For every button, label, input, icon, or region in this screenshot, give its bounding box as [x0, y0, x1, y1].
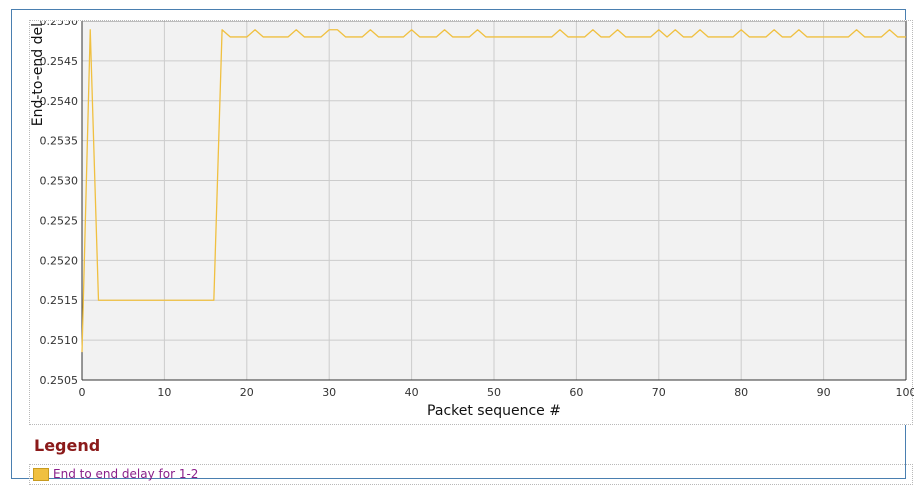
y-tick-label: 0.2545 [40, 55, 79, 68]
x-tick-label: 10 [157, 386, 171, 399]
y-tick-label: 0.2530 [40, 175, 79, 188]
legend-title: Legend [34, 436, 101, 455]
line-chart: 0 10 20 30 40 50 60 70 80 90 100 0.2505 0.2510 0.2515… [30, 21, 915, 419]
y-tick-label: 0.2550 [40, 21, 79, 28]
x-tick-label: 20 [240, 386, 254, 399]
chart-frame: 0 10 20 30 40 50 60 70 80 90 100 0.2505 0.2510 0.2515… [11, 9, 914, 485]
y-tick-label: 0.2525 [40, 214, 79, 227]
x-tick-label: 40 [405, 386, 419, 399]
x-tick-label: 30 [322, 386, 336, 399]
legend-swatch [33, 467, 49, 481]
x-axis-label: Packet sequence # [427, 403, 561, 419]
y-tick-label: 0.2510 [40, 334, 79, 347]
y-axis-label: End-to-end del [30, 23, 46, 126]
y-tick-label: 0.2535 [40, 135, 79, 148]
legend: End to end delay for 1-2 [29, 464, 913, 485]
x-tick-label: 100 [896, 386, 915, 399]
x-tick-label: 60 [569, 386, 583, 399]
x-tick-label: 80 [734, 386, 748, 399]
series-line-1 [81, 29, 906, 353]
x-tick-label: 0 [79, 386, 86, 399]
x-tick-label: 90 [817, 386, 831, 399]
plot-area: 0 10 20 30 40 50 60 70 80 90 100 0.2505 0.2510 0.2515… [29, 20, 915, 425]
y-tick-label: 0.2540 [40, 95, 79, 108]
x-tick-label: 70 [652, 386, 666, 399]
legend-item-series-1[interactable]: End to end delay for 1-2 [33, 467, 198, 481]
x-tick-label: 50 [487, 386, 501, 399]
y-tick-label: 0.2520 [40, 254, 79, 267]
y-tick-label: 0.2505 [40, 374, 79, 387]
y-tick-label: 0.2515 [40, 294, 79, 307]
legend-label: End to end delay for 1-2 [53, 467, 199, 481]
